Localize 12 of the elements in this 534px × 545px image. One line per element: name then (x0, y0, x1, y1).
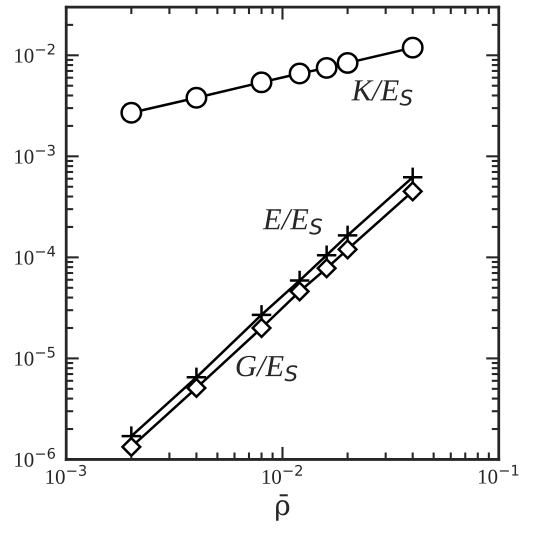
y-tick-label: 10$^{−2}$ (15, 44, 54, 63)
y-tick-label: 10$^{−4}$ (15, 246, 56, 265)
x-tick-label: 10$^{−2}$ (262, 464, 302, 484)
y-tick-label: 10$^{−6}$ (15, 448, 55, 467)
annotation: K/E$_{S}$ (351, 80, 412, 106)
x-tick-label: 10$^{−3}$ (46, 464, 86, 484)
x-axis-title: ρ̄ (276, 494, 290, 521)
y-tick-label: 10$^{−3}$ (15, 144, 55, 164)
annotation: G/E$_{S}$ (236, 356, 298, 382)
y-tick-label: 10$^{−5}$ (15, 346, 55, 366)
annotation: E/E$_{S}$ (262, 209, 322, 235)
x-tick-label: 10$^{−1}$ (479, 464, 518, 484)
